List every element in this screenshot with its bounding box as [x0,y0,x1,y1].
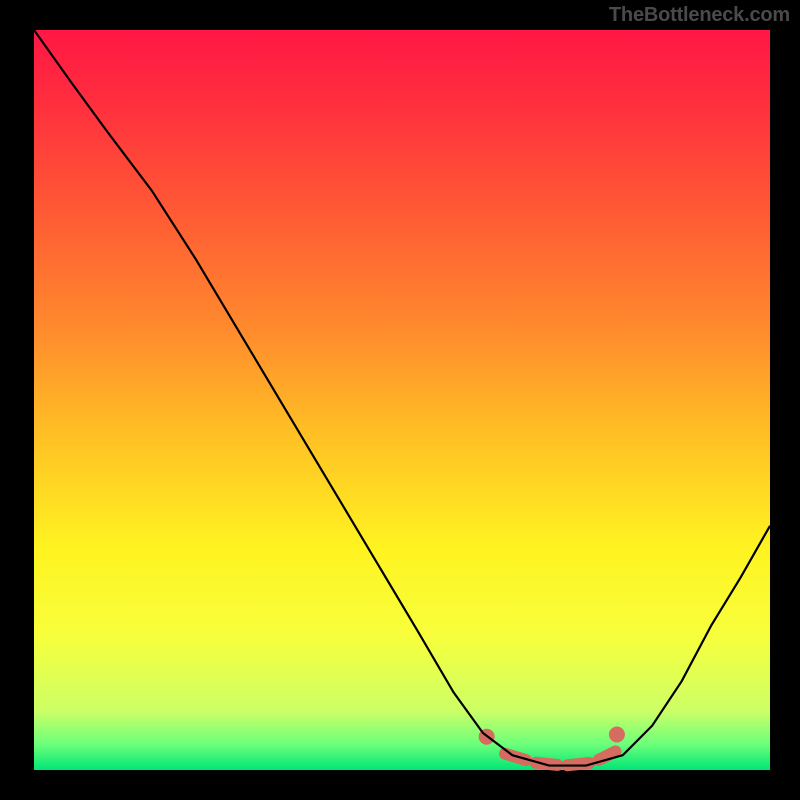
chart-svg [0,0,800,800]
bottleneck-chart: TheBottleneck.com [0,0,800,800]
gradient-bg [34,30,770,770]
watermark-label: TheBottleneck.com [609,4,790,27]
accent-dot [609,726,625,742]
